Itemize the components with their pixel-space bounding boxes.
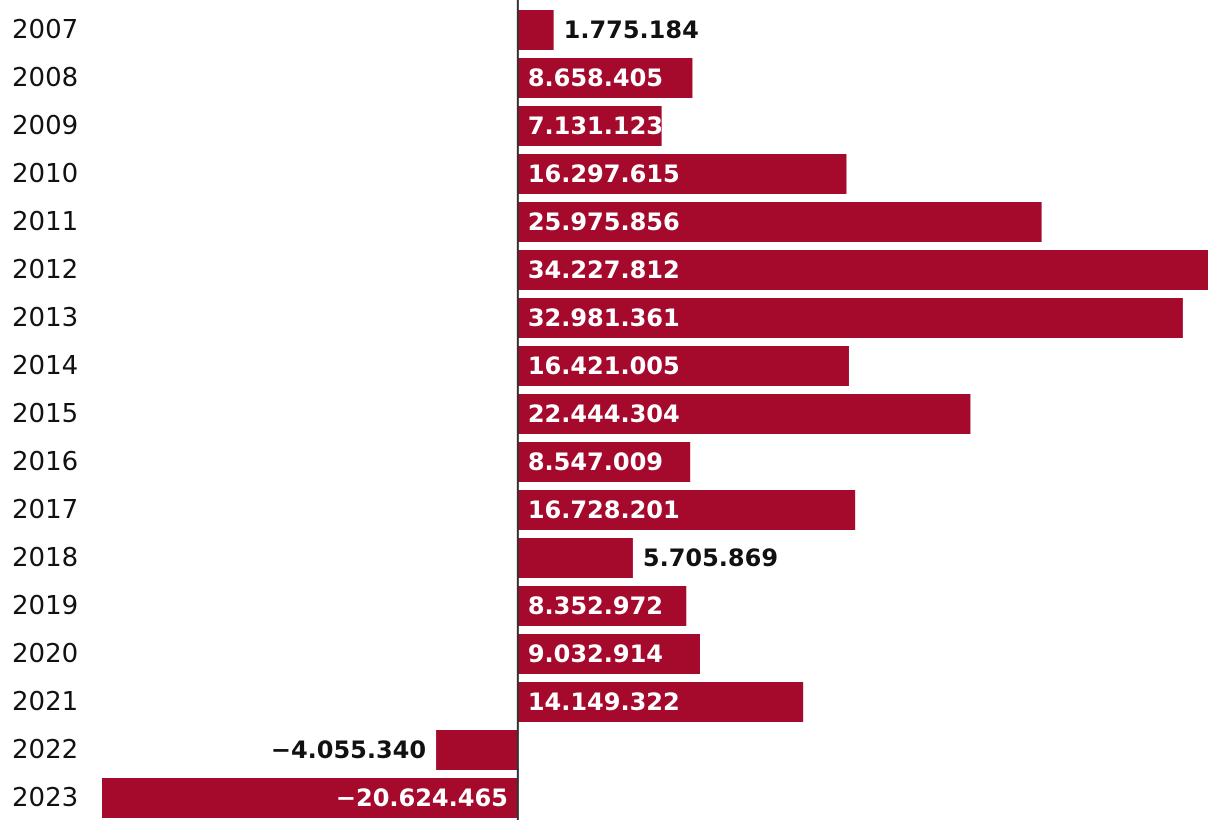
value-label-2016: 8.547.009 [528,448,663,476]
value-label-2021: 14.149.322 [528,688,680,716]
bar-2013 [517,298,1183,338]
value-label-2017: 16.728.201 [528,496,680,524]
bar-2012 [517,250,1208,290]
value-label-2011: 25.975.856 [528,208,680,236]
value-label-2014: 16.421.005 [528,352,680,380]
category-label-2011: 2011 [12,207,78,237]
category-label-2019: 2019 [12,591,78,621]
value-label-2008: 8.658.405 [528,64,663,92]
category-label-2018: 2018 [12,543,78,573]
value-label-2020: 9.032.914 [528,640,663,668]
bar-2015 [517,394,971,434]
category-label-2013: 2013 [12,303,78,333]
bar-2010 [517,154,847,194]
category-label-2014: 2014 [12,351,78,381]
bar-2014 [517,346,849,386]
bar-2017 [517,490,856,530]
value-label-2018: 5.705.869 [643,544,778,572]
value-label-2023: −20.624.465 [336,784,508,812]
value-label-2013: 32.981.361 [528,304,680,332]
bar-2011 [517,202,1042,242]
category-label-2017: 2017 [12,495,78,525]
category-label-2009: 2009 [12,111,78,141]
value-label-2015: 22.444.304 [528,400,680,428]
category-label-2010: 2010 [12,159,78,189]
bar-2007 [517,10,554,50]
bar-2019 [517,586,687,626]
bar-2008 [517,58,693,98]
value-label-2007: 1.775.184 [564,16,699,44]
bar-2016 [517,442,691,482]
category-label-2022: 2022 [12,735,78,765]
category-label-2007: 2007 [12,15,78,45]
category-label-2008: 2008 [12,63,78,93]
category-label-2016: 2016 [12,447,78,477]
value-label-2010: 16.297.615 [528,160,680,188]
value-label-2009: 7.131.123 [528,112,663,140]
bar-2009 [517,106,662,146]
bar-2020 [517,634,700,674]
bars-layer [102,10,1208,818]
labels-layer: 2007 1.775.184 2008 8.658.405 2009 7.131.123 2… [12,15,778,813]
value-label-2022: −4.055.340 [271,736,426,764]
category-label-2023: 2023 [12,783,78,813]
value-label-2019: 8.352.972 [528,592,663,620]
category-label-2012: 2012 [12,255,78,285]
bar-2022 [436,730,518,770]
category-label-2020: 2020 [12,639,78,669]
category-label-2015: 2015 [12,399,78,429]
category-label-2021: 2021 [12,687,78,717]
value-label-2012: 34.227.812 [528,256,680,284]
bar-2021 [517,682,804,722]
bar-2018 [517,538,633,578]
bar-2023 [102,778,518,818]
